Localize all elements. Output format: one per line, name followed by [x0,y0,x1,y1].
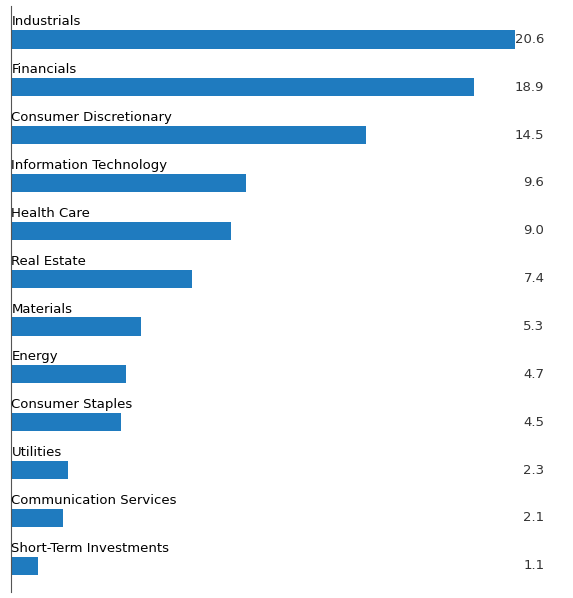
Text: Utilities: Utilities [11,446,62,459]
Text: 1.1: 1.1 [523,559,544,572]
Text: 20.6: 20.6 [515,33,544,46]
Text: 7.4: 7.4 [523,272,544,285]
Text: 9.6: 9.6 [524,176,544,190]
Text: Consumer Staples: Consumer Staples [11,398,133,411]
Bar [11,174,246,192]
Text: 18.9: 18.9 [515,81,544,94]
Text: Industrials: Industrials [11,16,81,29]
Text: Energy: Energy [11,350,58,364]
Bar [11,222,231,240]
Bar [11,413,121,431]
Text: Information Technology: Information Technology [11,159,167,172]
Text: 5.3: 5.3 [523,320,544,333]
Text: 2.3: 2.3 [523,463,544,477]
Text: Communication Services: Communication Services [11,494,177,507]
Bar [11,461,68,479]
Text: Short-Term Investments: Short-Term Investments [11,542,170,555]
Bar [11,557,38,575]
Text: 9.0: 9.0 [524,224,544,237]
Bar [11,365,127,383]
Bar [11,270,193,288]
Text: 2.1: 2.1 [523,511,544,524]
Text: 14.5: 14.5 [515,129,544,142]
Text: Real Estate: Real Estate [11,255,87,268]
Text: Financials: Financials [11,63,77,77]
Text: Materials: Materials [11,303,72,316]
Text: Consumer Discretionary: Consumer Discretionary [11,111,172,124]
Text: Health Care: Health Care [11,207,91,220]
Bar [11,126,366,144]
Bar [11,30,515,48]
Text: 4.7: 4.7 [523,368,544,381]
Bar [11,318,141,335]
Bar [11,509,63,527]
Bar [11,78,473,96]
Text: 4.5: 4.5 [523,416,544,429]
